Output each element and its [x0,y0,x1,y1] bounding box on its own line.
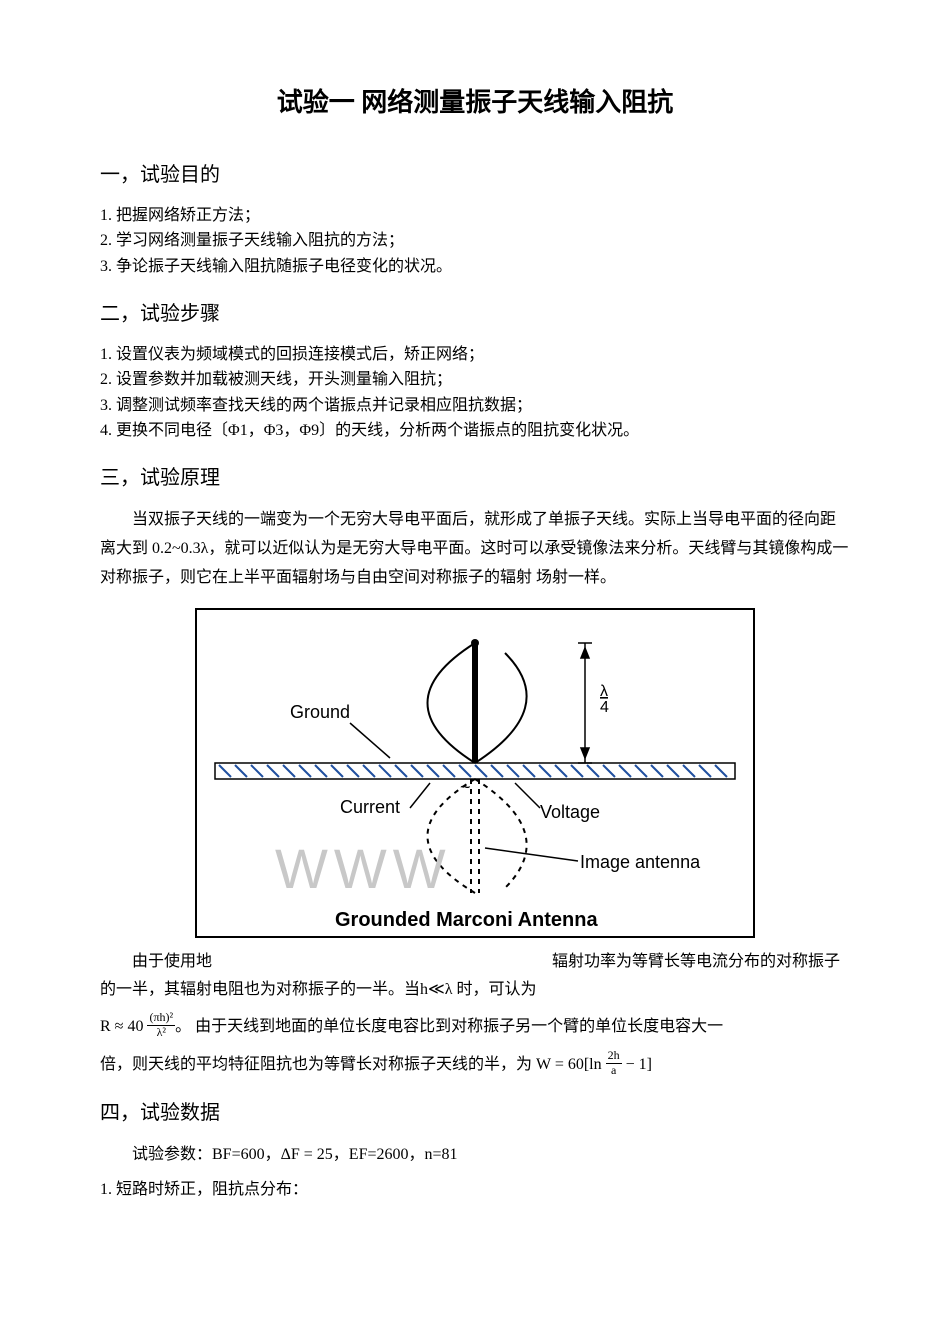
formula-W: 倍，则天线的平均特征阻抗也为等臂长对称振子天线的半，为 W = 60[ln 2h… [100,1051,850,1079]
svg-text:~: ~ [460,777,471,797]
formula-R: R ≈ 40 (πh)² λ² 。 由于天线到地面的单位长度电容比到对称振子另一… [100,1013,850,1041]
ground-plane-icon [215,763,735,779]
data-line-1: 1. 短路时矫正，阻抗点分布： [100,1176,850,1205]
list-item: 3. 调整测试频率查找天线的两个谐振点并记录相应阻抗数据； [100,393,850,419]
image-antenna-label: Image antenna [580,852,701,872]
current-label: Current [340,797,400,817]
current-curve-icon [428,643,476,763]
figure-caption: Grounded Marconi Antenna [335,909,598,931]
antenna-figure: ~ λ 4 Ground Current Voltage Image anten… [195,608,755,938]
watermark-text: WWW [275,837,452,900]
ground-label: Ground [290,702,350,722]
page-title: 试验一 网络测量振子天线输入阻抗 [100,80,850,127]
list-item: 2. 学习网络测量振子天线输入阻抗的方法； [100,228,850,254]
principle-paragraph-2: 由于使用地辐射功率为等臂长等电流分布的对称振子的一半，其辐射电阻也为对称振子的一… [100,948,850,1002]
section-2-heading: 二，试验步骤 [100,296,850,332]
lambda-label: λ [600,683,608,700]
list-item: 4. 更换不同电径〔Φ1，Φ3，Φ9〕的天线，分析两个谐振点的阻抗变化状况。 [100,418,850,444]
list-item: 2. 设置参数并加载被测天线，开头测量输入阻抗； [100,367,850,393]
voltage-curve-icon [475,653,527,763]
list-item: 1. 把握网络矫正方法； [100,203,850,229]
section-4-heading: 四，试验数据 [100,1095,850,1131]
lambda-four-label: 4 [600,699,609,716]
section-2-list: 1. 设置仪表为频域模式的回损连接模式后，矫正网络； 2. 设置参数并加载被测天… [100,342,850,444]
principle-paragraph-1: 当双振子天线的一端变为一个无穷大导电平面后，就形成了单振子天线。实际上当导电平面… [100,506,850,592]
voltage-label: Voltage [540,802,600,822]
section-1-list: 1. 把握网络矫正方法； 2. 学习网络测量振子天线输入阻抗的方法； 3. 争论… [100,203,850,280]
lambda-quarter-icon [578,643,592,763]
list-item: 3. 争论振子天线输入阻抗随振子电径变化的状况。 [100,254,850,280]
section-3-heading: 三，试验原理 [100,460,850,496]
section-1-heading: 一，试验目的 [100,157,850,193]
image-antenna-icon [471,779,479,893]
list-item: 1. 设置仪表为频域模式的回损连接模式后，矫正网络； [100,342,850,368]
experiment-params: 试验参数：BF=600，ΔF = 25，EF=2600，n=81 [100,1141,850,1170]
